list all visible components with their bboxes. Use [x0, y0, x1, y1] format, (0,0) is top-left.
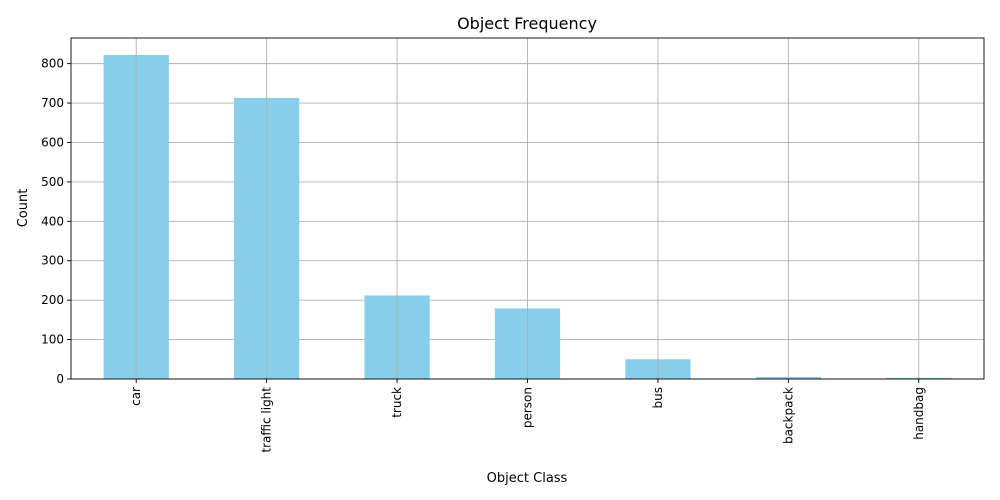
- x-tick-label: truck: [390, 387, 404, 418]
- y-tick-label: 200: [41, 293, 64, 307]
- x-tick-label: handbag: [912, 387, 926, 440]
- plot-frame: [70, 37, 985, 380]
- y-tick-label: 600: [41, 135, 64, 149]
- y-tick-label: 500: [41, 175, 64, 189]
- y-axis-label: Count: [16, 189, 31, 228]
- x-tick-label: backpack: [781, 387, 795, 444]
- x-tick-label: bus: [651, 387, 665, 408]
- x-axis-label: Object Class: [487, 471, 568, 486]
- axes: 0 100 200 300 400 500 600 700 800 car traffic ligh…: [41, 37, 985, 453]
- x-tick-label: traffic light: [260, 387, 274, 453]
- x-tick-label: person: [521, 387, 535, 428]
- y-tick-label: 400: [41, 214, 64, 228]
- y-tick-label: 300: [41, 254, 64, 268]
- y-tick-label: 0: [56, 372, 64, 386]
- x-tick-label: car: [129, 387, 143, 406]
- chart-title: Object Frequency: [457, 14, 597, 33]
- y-tick-label: 700: [41, 96, 64, 110]
- y-tick-label: 800: [41, 57, 64, 71]
- y-tick-label: 100: [41, 333, 64, 347]
